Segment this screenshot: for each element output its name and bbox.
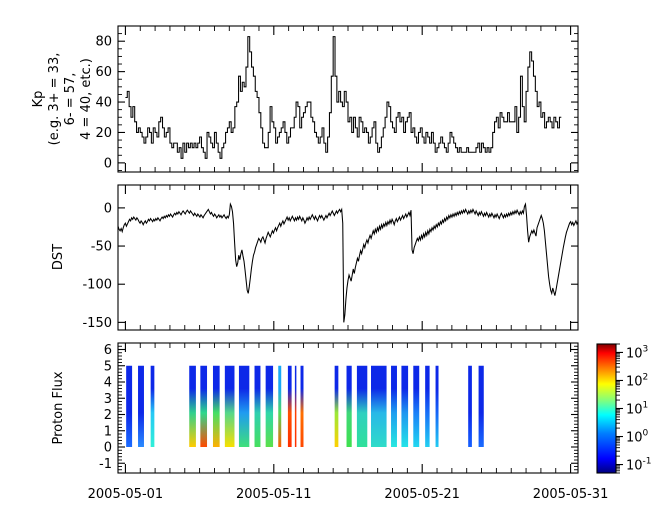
proton-flux-axis-label: Proton Flux — [51, 371, 66, 444]
kp-axis-label-line3: 6- = 57, — [63, 73, 78, 126]
proton-flux-x-ticks — [124, 343, 572, 473]
spectrogram-column — [287, 365, 292, 447]
x-tick-label: 2005-05-11 — [236, 487, 312, 502]
dst-axis-label: DST — [51, 244, 66, 270]
panel-kp: Kp (e.g. 3+ = 33, 6- = 57, 4 = 40, etc.)… — [31, 25, 579, 173]
spectrogram-column — [224, 365, 235, 447]
x-tick-label: 2005-05-01 — [88, 487, 164, 502]
colorbar-gradient — [597, 344, 616, 473]
kp-y-ticks: 0 20 40 60 80 — [95, 25, 578, 171]
spectrogram-column — [294, 365, 297, 447]
spectrogram-column — [150, 365, 155, 447]
spectrogram-column — [212, 365, 220, 447]
colorbar-exponent: 3 — [643, 344, 649, 354]
spectrogram-column — [126, 365, 133, 447]
spectrogram-column — [189, 365, 196, 447]
spectrogram-column — [346, 365, 352, 447]
x-tick-label: 2005-05-31 — [533, 487, 609, 502]
kp-ytick-label: 80 — [95, 35, 112, 50]
dst-ytick-label: 0 — [104, 201, 112, 216]
spectrogram-column — [371, 365, 387, 447]
colorbar-exponent: 0 — [643, 429, 649, 439]
kp-ytick-label: 0 — [104, 156, 112, 171]
colorbar-exponent: 1 — [643, 401, 649, 411]
dst-ytick-label: -150 — [82, 316, 112, 331]
spectrogram-column — [425, 365, 430, 447]
dst-y-ticks: 0 -50 -100 -150 — [82, 201, 578, 331]
colorbar-exponent: 2 — [643, 372, 649, 382]
dst-x-ticks — [124, 185, 572, 330]
spectrogram-column — [401, 365, 409, 447]
pf-ytick-label: 1 — [104, 424, 112, 439]
proton-flux-plot-frame — [117, 342, 579, 474]
spectrogram-column — [468, 365, 472, 447]
kp-ylabel-group: Kp (e.g. 3+ = 33, 6- = 57, 4 = 40, etc.) — [31, 53, 94, 146]
pf-ytick-label: 5 — [104, 359, 112, 374]
spectrogram-column — [254, 365, 261, 447]
pf-ytick-label: 4 — [104, 376, 112, 391]
spectrogram-column — [278, 365, 282, 447]
spectrogram-column — [391, 365, 397, 447]
dst-data-trace — [118, 202, 578, 323]
spectrogram-column — [300, 365, 304, 447]
x-axis-tick-labels: 2005-05-01 2005-05-11 2005-05-21 2005-05-31 — [88, 487, 609, 502]
pf-ytick-label: 0 — [104, 441, 112, 456]
spectrogram-column — [334, 365, 339, 447]
pf-ytick-label: 6 — [104, 343, 112, 358]
dst-plot-frame — [117, 184, 579, 331]
pf-ytick-label: 3 — [104, 392, 112, 407]
kp-axis-label-line1: Kp — [31, 91, 46, 108]
dst-ytick-label: -100 — [82, 278, 112, 293]
kp-x-ticks — [124, 26, 572, 172]
kp-axis-label-line4: 4 = 40, etc.) — [79, 58, 94, 140]
kp-ytick-label: 60 — [95, 65, 112, 80]
colorbar-ticks — [616, 343, 623, 474]
colorbar-exponent: -1 — [643, 457, 652, 467]
spectrogram-column — [413, 365, 420, 447]
pf-ytick-label: -1 — [99, 457, 112, 472]
spectrogram-column — [265, 365, 274, 447]
spectrogram-column — [478, 365, 484, 447]
spectrogram-column — [238, 365, 250, 447]
panel-dst: DST 0 -50 -100 -150 — [51, 184, 579, 331]
pf-ytick-label: 2 — [104, 408, 112, 423]
x-tick-label: 2005-05-21 — [384, 487, 460, 502]
proton-flux-spectrogram — [126, 365, 484, 447]
spectrogram-column — [356, 365, 368, 447]
kp-ytick-label: 40 — [95, 96, 112, 111]
kp-data-trace — [125, 36, 562, 159]
kp-axis-label-line2: (e.g. 3+ = 33, — [47, 53, 62, 146]
kp-plot-frame — [117, 25, 579, 173]
dst-ytick-label: -50 — [91, 240, 112, 255]
kp-ytick-label: 20 — [95, 126, 112, 141]
spectrogram-column — [200, 365, 208, 447]
spectrogram-column — [138, 365, 144, 447]
spectrogram-column — [435, 365, 439, 447]
